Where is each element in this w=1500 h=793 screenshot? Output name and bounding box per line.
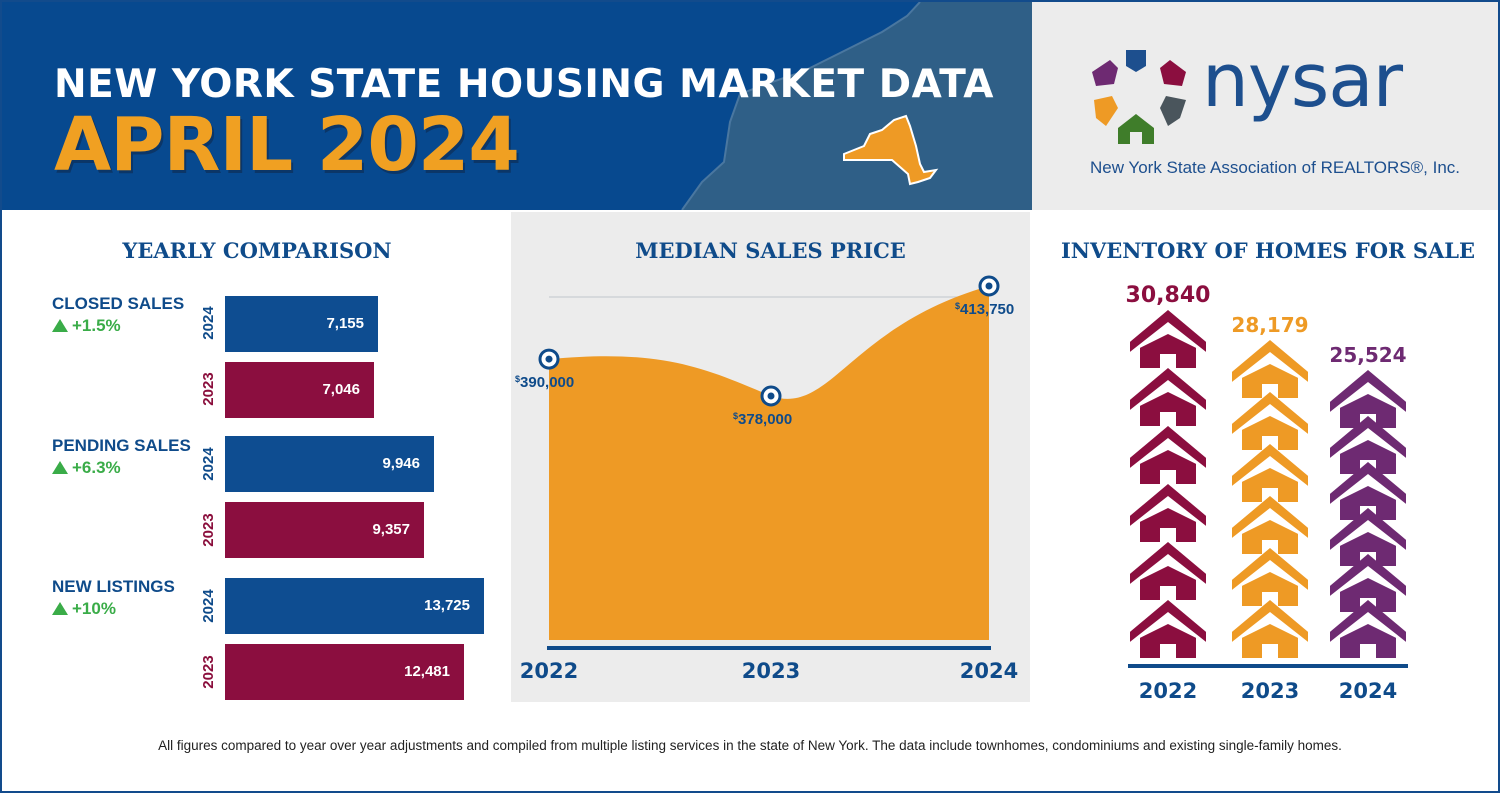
bar-year-label: 2023 xyxy=(200,655,217,689)
nysar-tagline: New York State Association of REALTORS®,… xyxy=(1090,158,1461,177)
metric-label: NEW LISTINGS xyxy=(52,577,175,596)
house-stack xyxy=(1130,310,1206,658)
data-label: $390,000 xyxy=(515,374,574,391)
up-arrow-icon xyxy=(52,602,68,615)
metric-change: +6.3% xyxy=(52,458,121,478)
header-subtitle: APRIL 2024 xyxy=(54,102,520,188)
house-stack xyxy=(1232,340,1308,658)
x-tick-label: 2022 xyxy=(1139,679,1197,703)
median-price-area xyxy=(549,286,989,640)
inventory-value-label: 28,179 xyxy=(1231,313,1308,337)
bar-2024: 7,155 xyxy=(225,296,378,352)
metric-change: +10% xyxy=(52,599,116,619)
footer-note: All figures compared to year over year a… xyxy=(158,738,1342,753)
metric-label: PENDING SALES xyxy=(52,436,191,455)
bar-2023: 9,357 xyxy=(225,502,424,558)
header-map-graphic xyxy=(681,2,1032,210)
data-point-dot xyxy=(545,355,553,363)
x-tick-label: 2022 xyxy=(520,659,578,683)
header-banner: NEW YORK STATE HOUSING MARKET DATA APRIL… xyxy=(2,2,1032,210)
bar-2023: 12,481 xyxy=(225,644,464,700)
nysar-wordmark: nysar xyxy=(1202,38,1403,124)
data-label: $378,000 xyxy=(733,411,792,428)
bar-2024: 9,946 xyxy=(225,436,434,492)
median-price-area-chart: $390,000 2022 $378,000 2023 $413,750 2024 xyxy=(515,275,1018,683)
inventory-house-chart: 30,840 2022 28,179 2023 25,524 2024 xyxy=(1126,283,1408,703)
bar-year-label: 2024 xyxy=(200,589,217,623)
data-point-dot xyxy=(985,282,993,290)
inventory-value-label: 30,840 xyxy=(1126,283,1211,308)
nysar-logo-icon xyxy=(1092,50,1186,144)
data-label: $413,750 xyxy=(955,301,1014,318)
data-point-dot xyxy=(767,392,775,400)
logo-panel: nysar New York State Association of REAL… xyxy=(1032,2,1498,210)
x-tick-label: 2023 xyxy=(1241,679,1299,703)
median-sales-price-panel: MEDIAN SALES PRICE $390,000 2022 $378,000 2… xyxy=(511,212,1030,702)
bar-year-label: 2024 xyxy=(200,447,217,481)
bar-2024: 13,725 xyxy=(225,578,484,634)
header-title: NEW YORK STATE HOUSING MARKET DATA xyxy=(54,62,994,107)
x-tick-label: 2023 xyxy=(742,659,800,683)
metric-change: +1.5% xyxy=(52,316,121,336)
metric-label: CLOSED SALES xyxy=(52,294,185,313)
bar-year-label: 2023 xyxy=(200,513,217,547)
bar-year-label: 2023 xyxy=(200,372,217,406)
bar-year-label: 2024 xyxy=(200,306,217,340)
up-arrow-icon xyxy=(52,319,68,332)
inventory-title: INVENTORY OF HOMES FOR SALE xyxy=(1060,238,1476,263)
bar-2023: 7,046 xyxy=(225,362,374,418)
x-tick-label: 2024 xyxy=(1339,679,1397,703)
up-arrow-icon xyxy=(52,461,68,474)
house-stack xyxy=(1330,369,1406,658)
x-tick-label: 2024 xyxy=(960,659,1018,683)
inventory-value-label: 25,524 xyxy=(1329,343,1406,367)
yearly-comparison-title: YEARLY COMPARISON xyxy=(122,238,392,263)
new-york-state-icon xyxy=(843,114,939,186)
median-sales-price-title: MEDIAN SALES PRICE xyxy=(635,238,906,263)
